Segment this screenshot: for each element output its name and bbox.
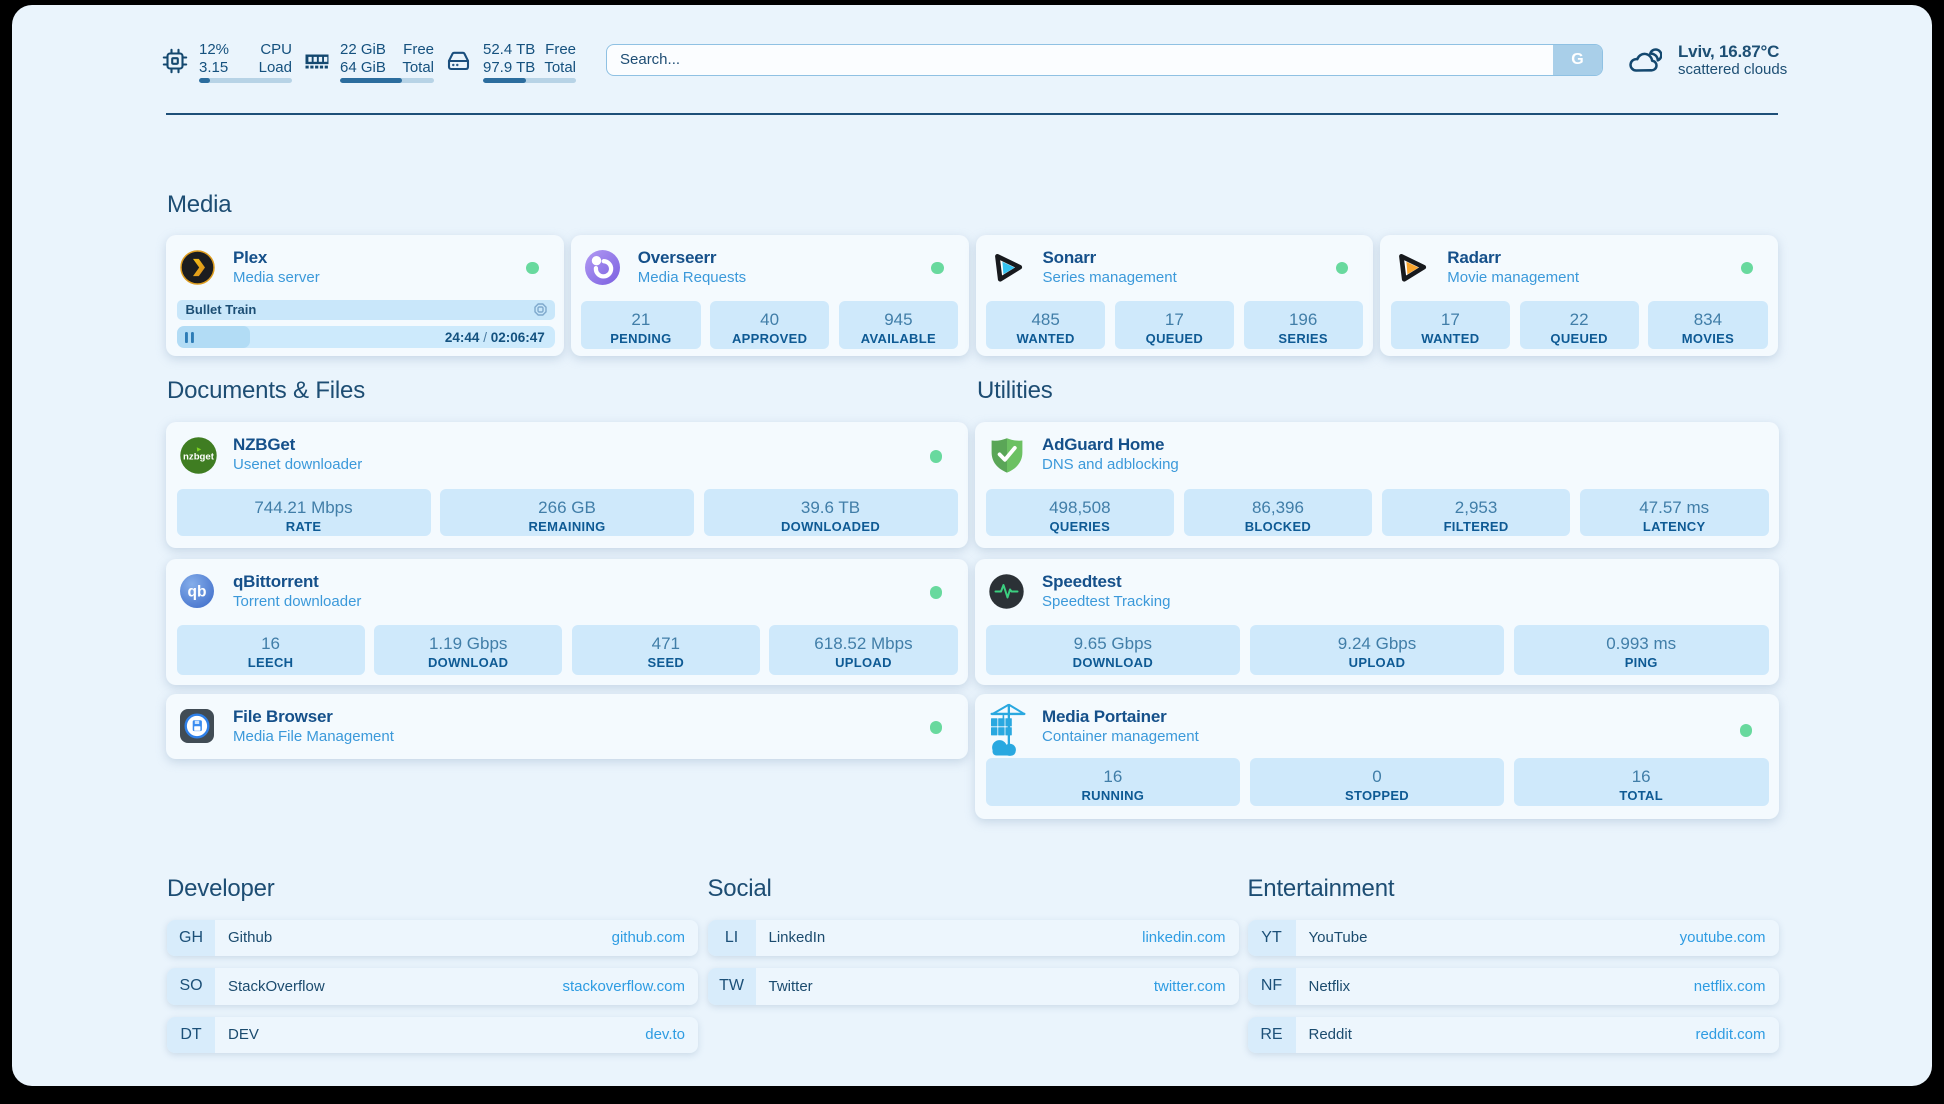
svg-text:qb: qb [188,584,207,601]
svg-text:nzbget: nzbget [183,452,215,463]
